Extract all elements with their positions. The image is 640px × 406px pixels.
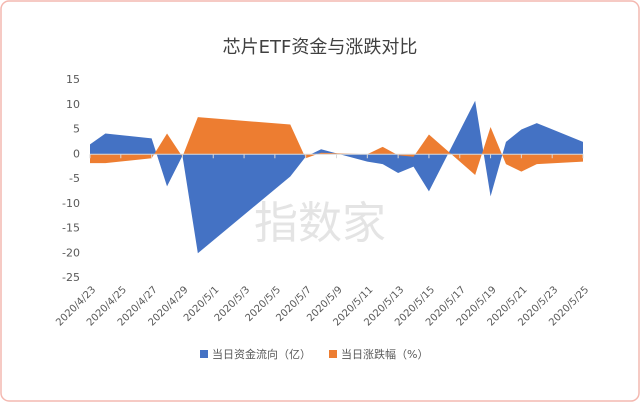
legend-swatch: [329, 350, 337, 358]
y-tick-label: -10: [62, 197, 80, 210]
legend-swatch: [200, 350, 208, 358]
y-tick-label: -15: [62, 222, 80, 235]
area: [90, 117, 583, 176]
y-tick-label: -20: [62, 246, 80, 259]
legend-label: 当日资金流向（亿）: [212, 347, 311, 361]
chart-title: 芯片ETF资金与涨跌对比: [223, 37, 418, 58]
y-tick-label: 5: [73, 123, 80, 136]
y-tick-label: 15: [66, 73, 80, 86]
watermark: 指数家: [254, 198, 386, 249]
y-tick-label: 10: [66, 98, 80, 111]
y-tick-label: 0: [73, 147, 80, 160]
y-tick-label: -5: [69, 172, 80, 185]
legend-label: 当日涨跌幅（%）: [341, 347, 428, 361]
area: [90, 100, 583, 254]
y-tick-label: -25: [62, 271, 80, 284]
